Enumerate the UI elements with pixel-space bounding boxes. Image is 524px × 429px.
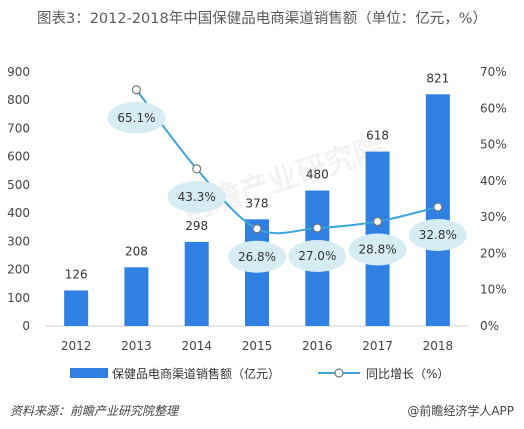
line-value-label: 65.1%: [117, 111, 155, 125]
data-label-bubble: [167, 180, 226, 213]
line-value-label: 28.8%: [359, 242, 397, 256]
chart-title: 图表3：2012-2018年中国保健品电商渠道销售额（单位：亿元，%）: [36, 11, 488, 27]
y-left-tick-label: 400: [7, 206, 30, 220]
x-tick-label: 2012: [61, 339, 92, 353]
x-tick-label: 2013: [121, 339, 152, 353]
line-point: [252, 224, 262, 234]
legend-bar-label: 保健品电商渠道销售额（亿元）: [112, 366, 280, 381]
bar-value-label: 618: [366, 129, 389, 143]
y-right-tick-label: 0%: [480, 319, 499, 333]
data-label-bubble: [288, 240, 347, 273]
line-value-label: 27.0%: [298, 249, 336, 263]
bar-value-label: 378: [246, 196, 269, 210]
y-right-tick-label: 40%: [480, 174, 507, 188]
x-tick-label: 2018: [423, 339, 454, 353]
y-left-tick-label: 600: [7, 150, 30, 164]
data-label-bubble: [408, 218, 467, 251]
line-point: [372, 216, 383, 227]
line-point: [131, 85, 142, 95]
y-right-tick-label: 50%: [480, 138, 507, 152]
y-right-tick-label: 30%: [480, 210, 507, 224]
bar-value-label: 208: [125, 244, 148, 258]
line-point: [312, 223, 322, 233]
y-left-tick-label: 700: [7, 121, 30, 135]
y-right-tick-label: 10%: [480, 283, 507, 297]
y-right-tick-label: 60%: [480, 101, 507, 115]
x-tick-label: 2014: [181, 339, 212, 353]
x-tick-label: 2016: [302, 339, 333, 353]
data-label-bubble: [107, 101, 166, 134]
legend-line-marker: [334, 368, 344, 378]
line-point: [192, 164, 202, 174]
line-value-label: 43.3%: [178, 190, 216, 204]
y-left-tick-label: 100: [7, 291, 30, 305]
legend-bar-swatch: [70, 368, 108, 378]
source-note: 资料来源：前瞻产业研究院整理: [10, 404, 179, 418]
bar-value-label: 298: [185, 219, 208, 233]
bar: [124, 267, 149, 326]
y-left-tick-label: 900: [7, 65, 30, 79]
data-label-bubble: [228, 240, 286, 273]
y-left-tick-label: 200: [7, 263, 30, 277]
line-point: [433, 202, 443, 212]
watermark: 前瞻产业研究院: [178, 131, 389, 229]
x-tick-label: 2015: [242, 339, 273, 353]
line-value-label: 26.8%: [238, 250, 276, 264]
legend-line-label: 同比增长（%）: [366, 367, 449, 381]
brand-credit: @前瞻经济学人APP: [407, 404, 514, 418]
y-left-tick-label: 300: [7, 234, 30, 248]
y-left-tick-label: 800: [7, 93, 30, 107]
data-label-bubble: [348, 233, 407, 266]
y-left-tick-label: 0: [22, 319, 30, 333]
bar-value-label: 126: [65, 267, 88, 281]
y-left-tick-label: 500: [7, 178, 30, 192]
y-right-tick-label: 20%: [480, 246, 507, 260]
footer: 资料来源：前瞻产业研究院整理 @前瞻经济学人APP: [10, 402, 514, 420]
line-value-label: 32.8%: [419, 228, 457, 242]
bar: [184, 241, 209, 326]
bar-value-label: 821: [426, 71, 449, 85]
bar: [64, 290, 89, 326]
bar-value-label: 480: [306, 168, 329, 182]
x-tick-label: 2017: [362, 339, 393, 353]
y-right-tick-label: 70%: [480, 65, 507, 79]
